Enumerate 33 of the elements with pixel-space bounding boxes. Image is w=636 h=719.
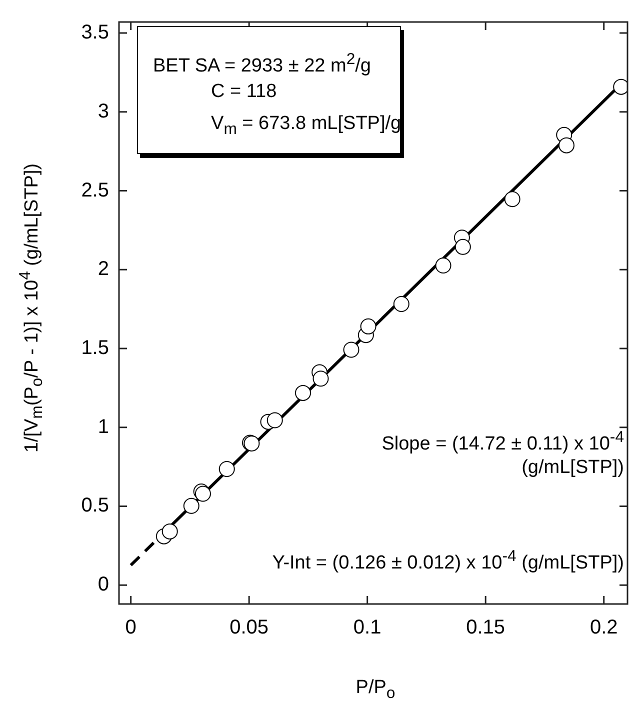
point: [393, 296, 410, 312]
point: [312, 370, 329, 387]
y-tick-label: 2.5: [81, 179, 109, 202]
annotation: C = 118: [211, 80, 277, 104]
x-tick-label: 0.05: [230, 616, 269, 639]
y-tick-label: 3.5: [81, 22, 109, 44]
x-tick-label: 0.15: [466, 616, 506, 639]
point: [360, 318, 376, 334]
point: [295, 384, 312, 401]
point: [218, 460, 235, 477]
x-axis-title: P/P$_{o}$: [354, 676, 396, 704]
annotation: Y-Int = (0.126 ± 0.012) x 10$^{-4}$ (g/mL[STP]): [272, 547, 624, 576]
point: [266, 412, 283, 428]
y-tick-label: 1: [98, 416, 109, 438]
point: [454, 238, 471, 255]
annotation: BET SA = 2933 ± 22 m$^{2}$/g: [153, 50, 372, 78]
y-tick-label: 0.5: [81, 494, 109, 517]
annotation: V$_{m}$ = 673.8 mL[STP]/g: [211, 112, 402, 140]
point: [183, 498, 200, 514]
annotation: (g/mL[STP]): [522, 456, 624, 480]
point: [162, 523, 178, 540]
x-tick-label: 0: [125, 616, 136, 639]
point: [558, 137, 574, 154]
x-tick-label: 0.1: [353, 616, 382, 639]
point: [435, 258, 452, 274]
y-tick-label: 3: [98, 100, 109, 122]
y-tick-label: 2: [98, 258, 109, 280]
point: [343, 342, 360, 358]
y-tick-label: 0: [98, 574, 109, 596]
point: [504, 191, 520, 208]
y-tick-label: 1.5: [81, 337, 109, 360]
x-tick-label: 0.2: [590, 616, 618, 639]
annotation: Slope = (14.72 ± 0.11) x 10$^{-4}$: [382, 428, 624, 456]
